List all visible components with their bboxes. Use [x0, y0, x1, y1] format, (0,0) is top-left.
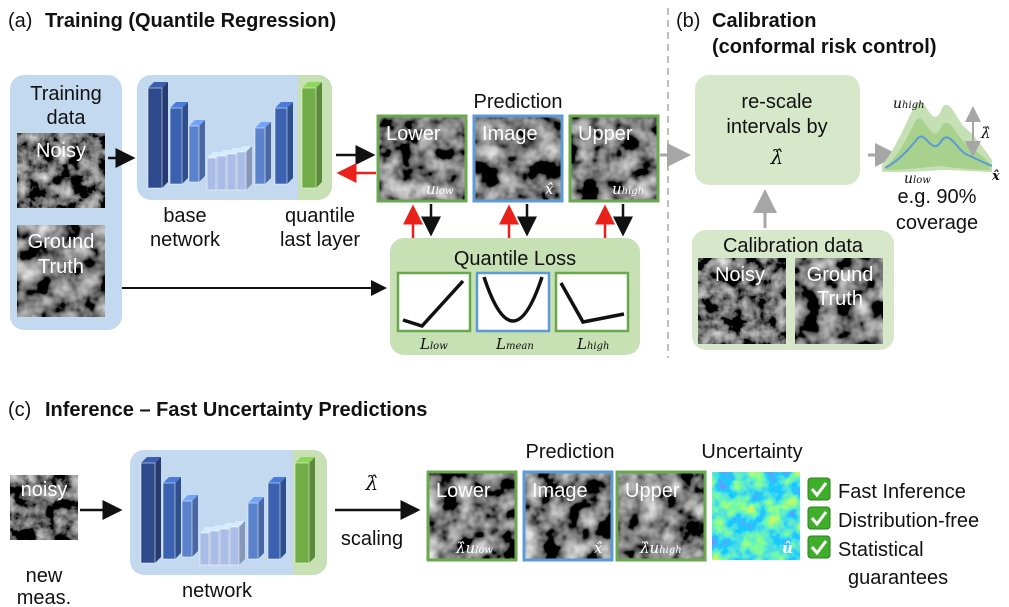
image-symbol: û: [782, 539, 793, 557]
image-label: Noisy: [36, 140, 86, 162]
layer: [170, 108, 182, 184]
diagram: (a) Training (Quantile Regression) Train…: [0, 0, 1009, 607]
layer: [248, 503, 258, 559]
layer-side: [175, 477, 181, 559]
group-title: Prediction: [474, 91, 563, 113]
section-title: Training (Quantile Regression): [45, 10, 336, 32]
image-label: Lower: [386, 123, 441, 145]
layer: [302, 88, 316, 188]
caption: scaling: [341, 528, 403, 550]
group-title: Prediction: [526, 441, 615, 463]
image-label: noisy: [21, 479, 68, 501]
layer-side: [182, 102, 188, 184]
section-label: (b): [676, 10, 700, 32]
layer-side: [258, 497, 264, 559]
plot-label: ulow: [904, 171, 931, 187]
layer: [220, 529, 229, 565]
layer: [295, 463, 309, 563]
plot-label: uhigh: [893, 96, 925, 112]
image-symbol: x̂: [594, 539, 603, 557]
layer: [227, 154, 236, 190]
check-text: guarantees: [848, 567, 948, 589]
caption: quantile: [285, 205, 355, 227]
layer: [182, 501, 192, 557]
caption: network: [182, 580, 253, 602]
caption: coverage: [896, 212, 978, 234]
section-title: Calibration: [712, 10, 816, 32]
section-title: (conformal risk control): [712, 36, 936, 58]
check-box: [808, 478, 830, 500]
image-label: Truth: [817, 288, 863, 310]
layer-side: [192, 495, 198, 557]
box-text: intervals by: [726, 116, 827, 138]
section-label: (c): [8, 399, 31, 421]
check-text: Fast Inference: [838, 481, 966, 503]
layer-side: [280, 477, 286, 559]
group-title: Uncertainty: [701, 441, 802, 463]
image-label: Image: [482, 123, 538, 145]
image-symbol: x̂: [545, 180, 554, 198]
image-label: Noisy: [715, 264, 765, 286]
box-text: re-scale: [741, 91, 812, 113]
layer: [200, 533, 209, 565]
plot-label: λ̂: [980, 124, 991, 142]
plot-label: x̂: [991, 169, 1000, 184]
layer: [163, 483, 175, 559]
box-title: Calibration data: [723, 235, 864, 257]
layer: [210, 531, 219, 565]
layer-side: [162, 82, 168, 188]
layer: [217, 156, 226, 190]
layer: [268, 483, 280, 559]
layer-side: [199, 120, 205, 182]
check-text: Distribution-free: [838, 510, 979, 532]
caption: last layer: [280, 229, 360, 251]
image-label: Upper: [625, 480, 680, 502]
layer-side: [265, 122, 271, 184]
box-symbol: λ̂: [770, 145, 784, 169]
image-label: Ground: [807, 264, 874, 286]
loss-plot: [556, 273, 628, 331]
box-title: Quantile Loss: [454, 248, 576, 270]
caption: meas.: [17, 587, 71, 607]
caption: base: [163, 205, 206, 227]
image-label: Upper: [578, 123, 633, 145]
layer: [189, 126, 199, 182]
layer-side: [246, 146, 252, 190]
layer-side: [239, 521, 245, 565]
layer-side: [309, 457, 315, 563]
box-title: data: [47, 107, 87, 129]
caption: new: [26, 565, 63, 587]
caption: e.g. 90%: [898, 186, 977, 208]
box-title: Training: [30, 83, 102, 105]
layer-side: [155, 457, 161, 563]
layer: [237, 152, 246, 190]
section-label: (a): [8, 10, 32, 32]
image-label: Image: [532, 480, 588, 502]
image-label: Lower: [436, 480, 491, 502]
image-label: Truth: [38, 256, 84, 278]
image-label: Ground: [28, 231, 95, 253]
layer: [207, 158, 216, 190]
section-title: Inference – Fast Uncertainty Predictions: [45, 399, 427, 421]
check-box: [808, 536, 830, 558]
check-text: Statistical: [838, 539, 924, 561]
layer: [275, 108, 287, 184]
caption: network: [150, 229, 221, 251]
layer: [148, 88, 162, 188]
layer: [255, 128, 265, 184]
scale-symbol: λ̂: [365, 471, 379, 495]
layer: [141, 463, 155, 563]
check-box: [808, 507, 830, 529]
layer-side: [316, 82, 322, 188]
layer-side: [287, 102, 293, 184]
layer: [230, 527, 239, 565]
